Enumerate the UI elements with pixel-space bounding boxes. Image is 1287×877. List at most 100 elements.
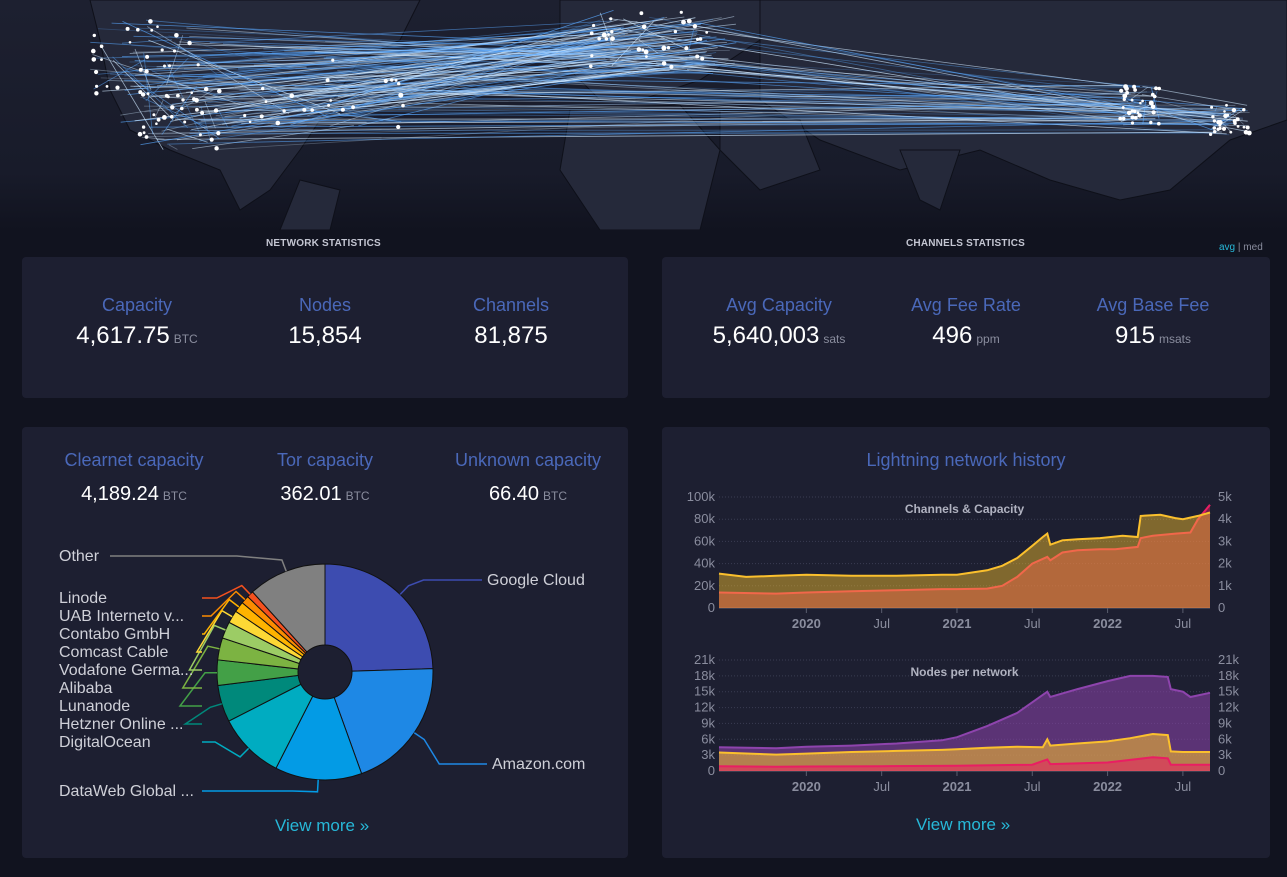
channel-line: [262, 40, 688, 57]
channel-line: [198, 119, 1229, 126]
channel-line: [140, 71, 675, 98]
y-right-tick: 4k: [1218, 511, 1232, 526]
node-dot: [1130, 121, 1135, 125]
pie-label: Vodafone Germa...: [59, 662, 193, 679]
pie-label: Contabo GmbH: [59, 626, 170, 643]
node-dot: [261, 86, 265, 91]
y-left-tick: 20k: [694, 578, 715, 593]
x-tick-label: 2020: [792, 779, 821, 794]
toggle-avg[interactable]: avg: [1219, 242, 1236, 253]
channel-line: [124, 79, 1147, 115]
channel-line: [92, 54, 241, 105]
node-dot: [351, 105, 355, 110]
node-dot: [1245, 125, 1250, 130]
channel-line: [234, 49, 603, 55]
channel-line: [320, 48, 739, 62]
channel-line: [191, 50, 632, 131]
node-dot: [1217, 120, 1223, 125]
y-right-tick: 5k: [1218, 489, 1232, 504]
node-dot: [1139, 101, 1142, 105]
node-dot: [128, 41, 132, 44]
y-left-tick: 0: [708, 763, 715, 778]
channel-line: [189, 129, 1212, 131]
channel-line: [133, 35, 628, 49]
node-dot: [705, 31, 709, 34]
channel-line: [699, 22, 1135, 108]
channel-line: [319, 29, 659, 120]
area-series-fill: [719, 512, 1210, 608]
channel-line: [200, 120, 367, 123]
node-dot: [168, 64, 171, 68]
view-more-isp-link[interactable]: View more »: [275, 816, 370, 835]
node-dot: [1119, 88, 1124, 93]
world-channel-map: [0, 0, 1287, 230]
channel-line: [140, 49, 692, 71]
pie-label: UAB Interneto v...: [59, 608, 184, 625]
node-dot: [695, 54, 700, 59]
node-dot: [145, 54, 150, 59]
node-dot: [383, 78, 388, 84]
channel-line: [398, 91, 1156, 110]
node-dot: [1136, 111, 1140, 115]
node-dot: [1133, 88, 1137, 92]
channel-line: [1218, 109, 1245, 127]
channel-line: [329, 16, 668, 127]
channel-line: [316, 69, 653, 79]
channel-line: [186, 83, 1158, 102]
toggle-med[interactable]: med: [1243, 242, 1263, 253]
channel-line: [611, 21, 654, 67]
network-history-panel: [662, 427, 1270, 858]
channel-line: [214, 91, 1148, 150]
pie-hole: [297, 644, 353, 700]
node-dot: [105, 85, 109, 88]
channel-line: [327, 59, 693, 79]
node-dot: [243, 113, 247, 118]
unknown-capacity-label: Unknown capacity: [454, 450, 602, 470]
node-dot: [125, 26, 130, 31]
south-america-shape: [279, 179, 341, 230]
area-series-fill: [719, 504, 1210, 608]
capacity-value: 4,617.75: [76, 322, 170, 349]
node-dot: [216, 131, 221, 136]
y-left-tick: 15k: [694, 684, 715, 699]
node-dot: [679, 10, 683, 14]
tor-capacity-value: 362.01: [280, 483, 342, 505]
x-tick-label: Jul: [1024, 779, 1041, 794]
pie-label: Other: [59, 548, 100, 565]
channel-line: [145, 67, 194, 92]
channel-line: [194, 95, 1157, 112]
node-dot: [289, 93, 295, 98]
channel-line: [154, 99, 164, 118]
channel-line: [140, 122, 270, 146]
y-right-tick: 21k: [1218, 652, 1239, 667]
y-left-tick: 80k: [694, 511, 715, 526]
clearnet-capacity-value: 4,189.24: [81, 483, 159, 505]
node-dot: [1118, 116, 1123, 121]
node-dot: [198, 133, 202, 137]
channel-line: [688, 29, 694, 52]
channel-line: [124, 68, 646, 77]
pie-label-leader: [182, 703, 223, 725]
channel-line: [144, 94, 398, 122]
channel-line: [209, 20, 612, 44]
node-dot: [1121, 116, 1126, 121]
node-dot: [146, 92, 150, 95]
channel-line: [203, 102, 1142, 129]
pie-label-leader: [202, 741, 250, 758]
tor-capacity-unit: BTC: [345, 489, 370, 503]
node-dot: [1124, 86, 1129, 91]
channel-line: [156, 105, 1232, 122]
node-dot: [1221, 126, 1227, 131]
channel-line: [215, 45, 597, 110]
nodes-stat: Nodes 15,854: [235, 295, 415, 350]
area-series-fill: [719, 757, 1210, 771]
view-more-history-link[interactable]: View more »: [916, 815, 1011, 834]
unknown-capacity-unit: BTC: [543, 489, 568, 503]
channel-line: [198, 125, 307, 142]
channel-line: [131, 44, 1230, 136]
channel-line: [241, 119, 1126, 124]
channel-lines: [90, 10, 1250, 150]
node-dot: [181, 98, 185, 102]
y-left-tick: 9k: [701, 715, 715, 730]
channel-line: [650, 37, 1121, 93]
